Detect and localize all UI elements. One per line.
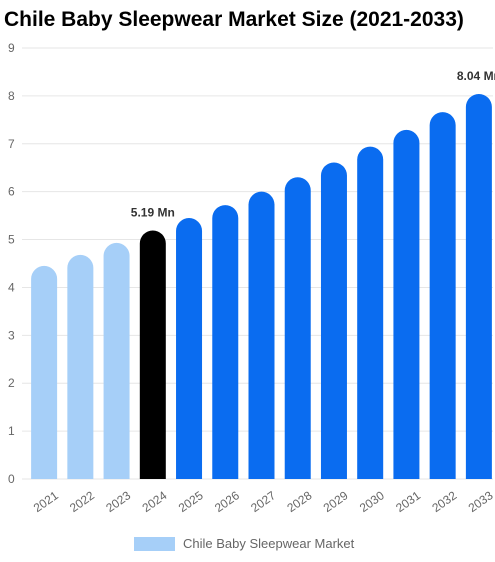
y-tick-label: 5 [8,233,15,247]
x-tick-label: 2024 [140,488,170,515]
bar-2026[interactable] [212,205,239,479]
x-tick-label: 2028 [284,488,314,515]
y-tick-label: 9 [8,41,15,55]
bar-2023[interactable] [103,242,130,479]
bar-2031[interactable] [393,129,420,479]
bar-2021[interactable] [31,265,58,479]
data-labels: 5.19 Mn 8.04 Mn [131,69,495,219]
x-tick-label: 2033 [466,488,495,515]
bar-2032[interactable] [429,112,456,480]
x-tick-label: 2022 [67,488,97,515]
y-tick-label: 1 [8,424,15,438]
x-tick-label: 2027 [248,488,278,515]
x-axis-ticks: 2021 2022 2023 2024 2025 2026 2027 2028 2029 2030… [31,488,495,515]
y-axis-ticks: 0 1 2 3 4 5 6 7 8 9 [8,41,15,486]
legend-swatch [134,536,175,551]
bar-2033[interactable] [465,93,492,480]
y-tick-label: 8 [8,89,15,103]
chart-title: Chile Baby Sleepwear Market Size (2021-2… [4,8,464,31]
bars [31,93,492,480]
x-tick-label: 2026 [212,488,242,515]
bar-2030[interactable] [357,146,384,479]
legend[interactable]: Chile Baby Sleepwear Market [134,536,354,551]
y-tick-label: 0 [8,472,15,486]
bar-2022[interactable] [67,254,94,479]
x-tick-label: 2031 [393,488,423,515]
x-tick-label: 2021 [31,488,61,515]
x-tick-label: 2030 [357,488,387,515]
bar-2025[interactable] [176,218,203,480]
y-tick-label: 6 [8,185,15,199]
y-tick-label: 4 [8,280,15,294]
x-tick-label: 2032 [429,488,459,515]
y-tick-label: 2 [8,376,15,390]
data-label-2024: 5.19 Mn [131,205,175,219]
bar-2029[interactable] [320,162,347,479]
legend-label: Chile Baby Sleepwear Market [183,536,355,551]
bar-2024[interactable] [139,230,166,479]
y-tick-label: 3 [8,328,15,342]
x-tick-label: 2025 [176,488,206,515]
y-tick-label: 7 [8,137,15,151]
x-tick-label: 2023 [103,488,133,515]
data-label-2033: 8.04 Mn [457,69,495,83]
x-tick-label: 2029 [321,488,351,515]
bar-2028[interactable] [284,177,311,480]
bar-2027[interactable] [248,191,275,479]
